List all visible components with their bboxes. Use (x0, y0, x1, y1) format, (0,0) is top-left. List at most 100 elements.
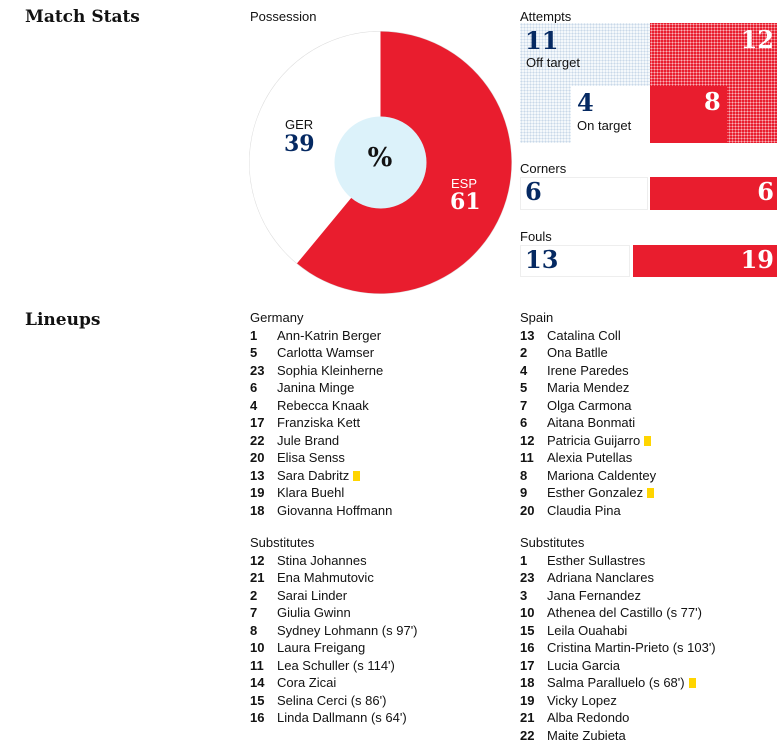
away-starters-list: 13 Catalina Coll 2 Ona Batlle 4 Irene Paredes… (520, 327, 716, 520)
player-number: 2 (520, 345, 528, 360)
home-subs-list: 12 Stina Johannes 21 Ena Mahmutovic 2 Sarai L… (250, 552, 418, 727)
player-row: 8 Mariona Caldentey (520, 467, 716, 485)
player-row: 14 Cora Zicai (250, 674, 418, 692)
player-name: Lucia Garcia (547, 657, 620, 673)
player-row: 11 Alexia Putellas (520, 449, 716, 467)
player-row: 18 Salma Paralluelo (s 68') (520, 674, 716, 692)
player-row: 15 Leila Ouahabi (520, 622, 716, 640)
player-row: 20 Claudia Pina (520, 502, 716, 520)
player-number: 1 (250, 327, 258, 343)
player-name: Maite Zubieta (547, 727, 626, 743)
player-number: 2 (250, 587, 258, 603)
player-name: Esther Sullastres (547, 552, 646, 568)
player-name: Irene Paredes (547, 362, 629, 378)
player-number: 20 (520, 502, 535, 518)
player-number: 7 (520, 397, 528, 413)
player-row: 3 Jana Fernandez (520, 587, 716, 605)
player-row: 6 Janina Minge (250, 379, 418, 397)
yellow-card-icon (647, 488, 655, 498)
possession-label: Possession (250, 9, 317, 24)
player-number: 15 (520, 622, 535, 638)
player-row: 13 Sara Dabritz (250, 467, 418, 485)
player-number: 23 (520, 570, 535, 585)
possession-slice-home (249, 31, 381, 264)
home-starters-list: 1 Ann-Katrin Berger 5 Carlotta Wamser 23 Soph… (250, 327, 418, 520)
fouls-home-value: 13 (525, 245, 559, 274)
player-row: 23 Sophia Kleinherne (250, 362, 418, 380)
attempts-on-target-home-value: 4 (577, 88, 594, 117)
corners-away-bar (650, 177, 777, 210)
player-number: 11 (520, 450, 534, 465)
player-number: 10 (250, 640, 265, 655)
player-number: 12 (520, 432, 535, 448)
player-name: Rebecca Knaak (277, 397, 369, 413)
player-name: Sydney Lohmann (s 97') (277, 622, 418, 638)
player-row: 16 Cristina Martin-Prieto (s 103') (520, 639, 716, 657)
player-name: Klara Buehl (277, 485, 345, 500)
player-row: 7 Olga Carmona (520, 397, 716, 415)
player-number: 8 (250, 622, 258, 638)
player-number: 19 (250, 485, 265, 500)
player-name: Laura Freigang (277, 640, 366, 655)
player-name: Cristina Martin-Prieto (s 103') (547, 640, 716, 655)
attempts-on-target-away-box (650, 86, 727, 143)
player-number: 8 (520, 467, 528, 483)
player-row: 5 Carlotta Wamser (250, 344, 418, 362)
attempts-on-target-home-box (571, 86, 650, 143)
yellow-card-icon (353, 470, 361, 481)
away-subs-list: 1 Esther Sullastres 23 Adriana Nanclares 3 Ja… (520, 552, 716, 745)
possession-donut-chart (249, 31, 512, 294)
player-name: Claudia Pina (547, 502, 621, 518)
player-number: 16 (250, 710, 265, 725)
player-row: 21 Ena Mahmutovic (250, 569, 418, 587)
player-row: 7 Giulia Gwinn (250, 604, 418, 622)
player-row: 11 Lea Schuller (s 114') (250, 657, 418, 675)
player-row: 17 Lucia Garcia (520, 657, 716, 675)
player-name: Adriana Nanclares (547, 570, 654, 585)
possession-away-code: ESP (451, 176, 478, 191)
player-row: 2 Ona Batlle (520, 344, 716, 362)
player-name: Aitana Bonmati (547, 415, 636, 430)
player-number: 15 (250, 692, 265, 708)
possession-center-circle (334, 116, 427, 209)
possession-home-code: GER (285, 117, 314, 132)
player-name: Mariona Caldentey (547, 467, 657, 483)
player-name: Stina Johannes (277, 552, 367, 568)
player-number: 9 (520, 485, 528, 500)
player-row: 1 Ann-Katrin Berger (250, 327, 418, 345)
player-name: Janina Minge (277, 380, 355, 395)
player-number: 5 (520, 380, 528, 395)
yellow-card-icon (688, 678, 696, 688)
player-row: 2 Sarai Linder (250, 587, 418, 605)
player-row: 4 Rebecca Knaak (250, 397, 418, 415)
player-number: 16 (520, 640, 535, 655)
attempts-on-target-away-value: 8 (704, 87, 721, 116)
player-number: 11 (250, 657, 264, 673)
player-row: 16 Linda Dallmann (s 64') (250, 709, 418, 727)
fouls-label: Fouls (520, 229, 552, 244)
possession-home-value: 39 (284, 131, 315, 157)
attempts-label: Attempts (520, 9, 572, 24)
lineups-title: Lineups (25, 310, 101, 330)
corners-home-value: 6 (525, 177, 542, 206)
player-number: 20 (250, 450, 265, 465)
home-subs-label: Substitutes (250, 535, 315, 550)
player-row: 22 Jule Brand (250, 432, 418, 450)
attempts-off-target-away-value: 12 (740, 25, 774, 54)
player-name: Carlotta Wamser (277, 345, 375, 360)
player-number: 14 (250, 675, 265, 690)
player-row: 10 Laura Freigang (250, 639, 418, 657)
player-row: 22 Maite Zubieta (520, 727, 716, 745)
attempts-off-target-home-value: 11 (525, 26, 559, 55)
player-row: 18 Giovanna Hoffmann (250, 502, 418, 520)
player-number: 22 (250, 432, 265, 448)
home-team-name: Germany (250, 310, 304, 325)
corners-home-bar (520, 177, 648, 210)
player-number: 22 (520, 727, 535, 743)
home-lineup: Germany 1 Ann-Katrin Berger 5 Carlotta Wams… (250, 309, 418, 727)
player-name: Ona Batlle (547, 345, 608, 360)
player-row: 17 Franziska Kett (250, 414, 418, 432)
player-row: 21 Alba Redondo (520, 709, 716, 727)
player-row: 1 Esther Sullastres (520, 552, 716, 570)
player-name: Franziska Kett (277, 415, 361, 430)
